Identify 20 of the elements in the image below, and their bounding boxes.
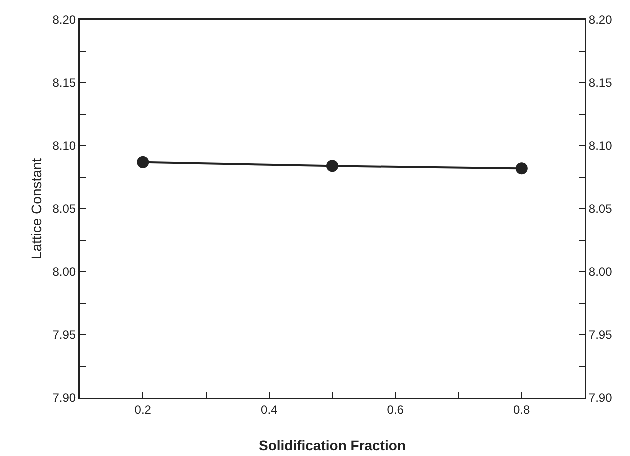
y-tick-label: 8.20	[52, 13, 76, 28]
y2-tick-label: 7.95	[588, 328, 613, 342]
y2-tick-label: 7.90	[588, 391, 613, 406]
y-tick-label: 8.00	[52, 265, 76, 280]
x-tick-label: 0.8	[514, 402, 531, 417]
y2-tick-label: 8.20	[588, 13, 613, 28]
y-tick-label: 8.05	[52, 202, 76, 216]
x-tick-label: 0.6	[387, 402, 404, 417]
y-tick-label: 8.15	[52, 76, 76, 90]
y-axis-title: Lattice Constant	[28, 158, 44, 260]
y-tick-label: 7.95	[52, 328, 76, 342]
y-tick-label: 8.10	[52, 139, 76, 154]
x-tick-label: 0.2	[134, 402, 152, 417]
y2-tick-label: 8.00	[588, 265, 613, 280]
y2-tick-label: 8.15	[588, 76, 613, 90]
x-tick-label: 0.4	[261, 402, 278, 417]
y2-tick-label: 8.05	[588, 202, 613, 216]
x-axis-title: Solidification Fraction	[258, 438, 406, 454]
y-tick-label: 7.90	[52, 391, 76, 406]
y2-tick-label: 8.10	[588, 139, 613, 154]
